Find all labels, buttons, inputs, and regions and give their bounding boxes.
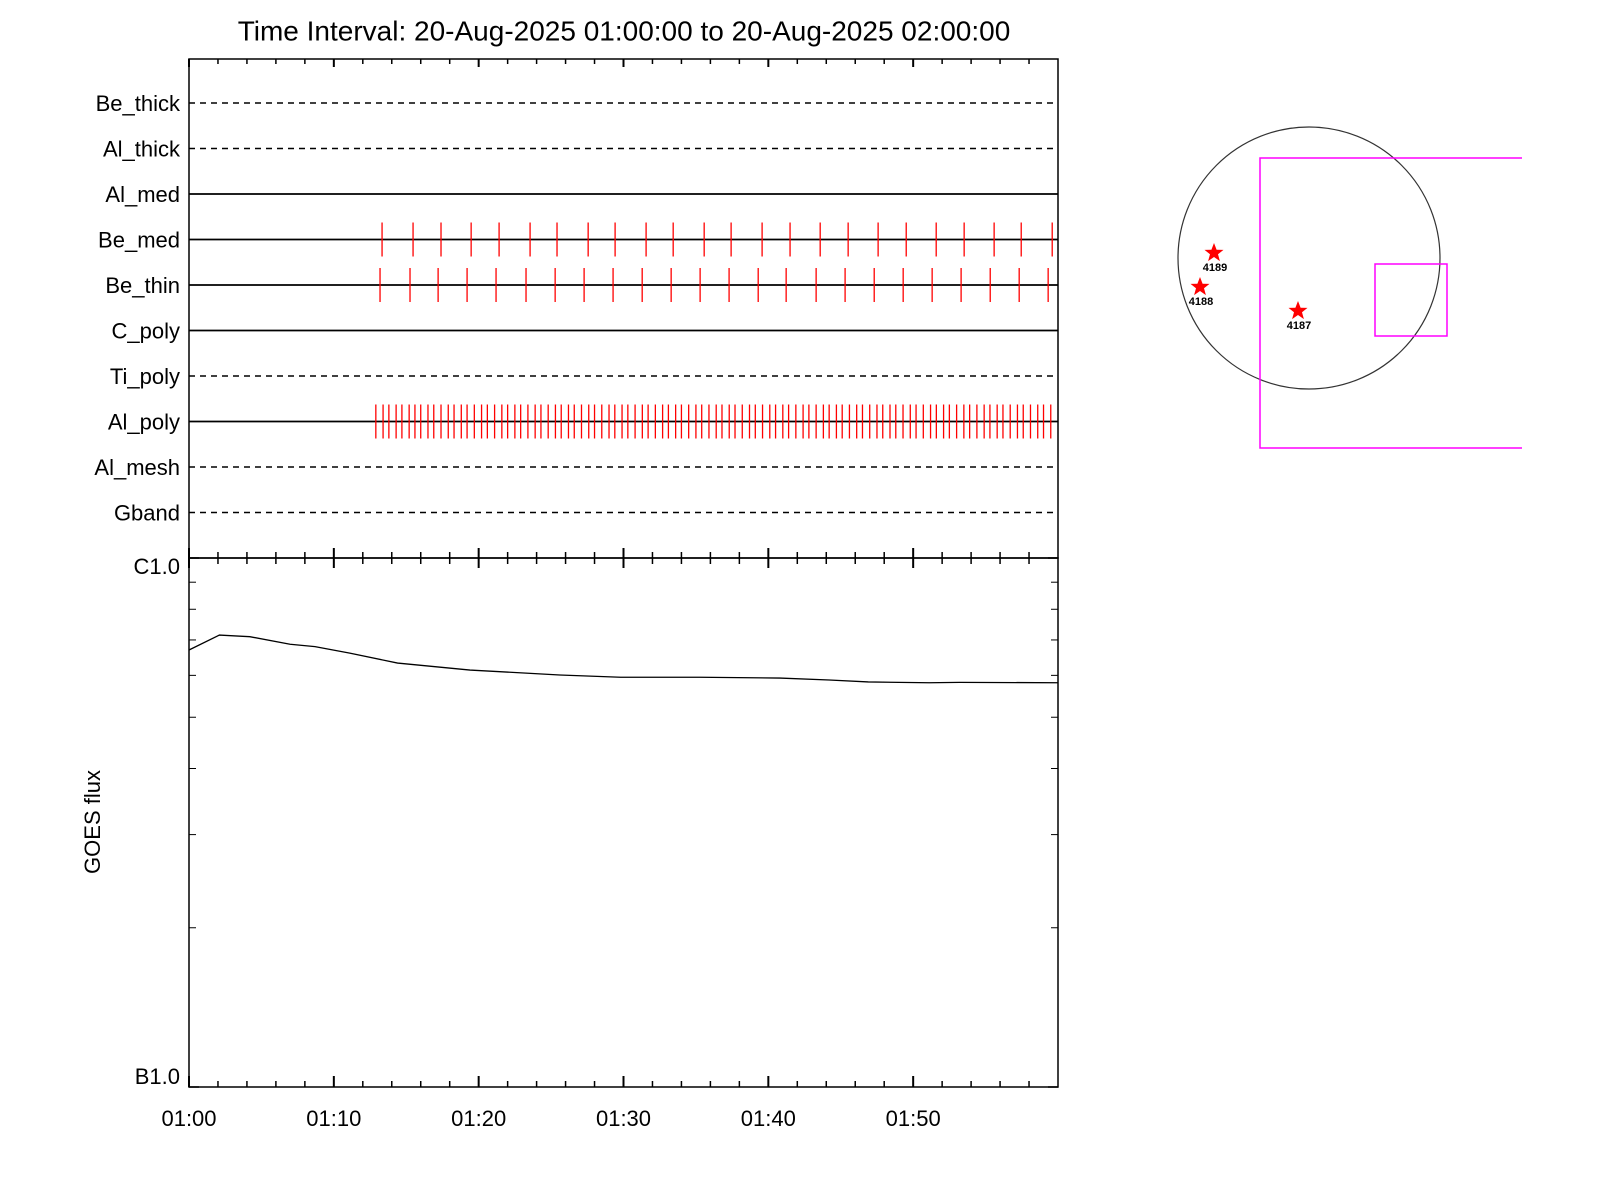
region-star [1204,243,1224,262]
field-of-view [1259,157,1522,449]
filter-label: C_poly [112,318,180,343]
solar-disk [1177,126,1441,390]
flux-frame [188,557,1059,1088]
region-label: 4187 [1287,320,1311,332]
filter-label: Gband [114,500,180,525]
flux-line [188,634,1059,684]
filter-label: Ti_poly [110,364,180,389]
filter-label: Be_thin [105,273,180,298]
filter-label: Be_med [98,227,180,252]
filter-label: Be_thick [96,91,181,116]
region-label: 4189 [1203,262,1227,274]
x-tick-label: 01:20 [451,1106,506,1131]
filter-label: Al_med [105,182,180,207]
x-tick-label: 01:10 [306,1106,361,1131]
y-tick-label: B1.0 [135,1064,180,1089]
region-label: 4188 [1189,296,1213,308]
filter-label: Al_thick [103,136,181,161]
field-of-view-small [1374,263,1448,337]
x-tick-label: 01:50 [886,1106,941,1131]
y-tick-label: C1.0 [134,554,180,579]
filter-label: Al_mesh [94,455,180,480]
x-tick-label: 01:30 [596,1106,651,1131]
region-star [1288,301,1308,320]
chart-title: Time Interval: 20-Aug-2025 01:00:00 to 2… [238,15,1011,46]
x-tick-label: 01:00 [161,1106,216,1131]
filter-label: Al_poly [108,409,180,434]
solar-map: 4189 4188 4187 [1177,126,1522,449]
timeline-frame [188,58,1059,559]
region-star [1190,277,1210,296]
y-axis-label: GOES flux [80,770,105,874]
x-tick-label: 01:40 [741,1106,796,1131]
